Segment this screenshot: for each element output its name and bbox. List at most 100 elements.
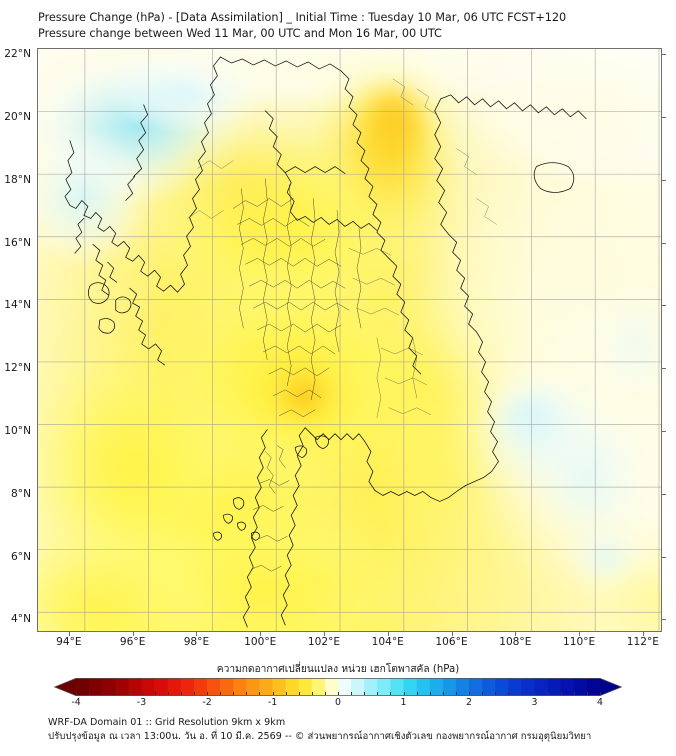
y-axis-tickmark [662, 242, 666, 244]
chart-title-line-2: Pressure change between Wed 11 Mar, 00 U… [38, 26, 442, 40]
colorbar-cell [207, 678, 221, 696]
colorbar-tick-label: -1 [267, 697, 278, 708]
colorbar-cell [455, 678, 470, 696]
footer-block: WRF-DA Domain 01 :: Grid Resolution 9km … [48, 716, 668, 743]
colorbar-minor-tick [560, 692, 562, 695]
colorbar-ticks: -4 -3 -2 -1 0 1 2 3 4 [54, 692, 622, 708]
y-axis-tick-label: 12°N [4, 362, 31, 375]
y-axis-tick-label: 18°N [4, 173, 31, 186]
colorbar-cell [351, 678, 365, 696]
colorbar-cell [233, 678, 247, 696]
colorbar-cell [364, 678, 378, 696]
y-axis-tickmark [662, 431, 666, 433]
colorbar-cell [298, 678, 313, 696]
colorbar-cell [586, 678, 601, 696]
y-axis-tickmark [662, 619, 666, 621]
colorbar-minor-tick [403, 692, 405, 695]
x-axis-tickmark [387, 632, 389, 636]
x-axis-tickmark [68, 632, 70, 636]
colorbar-minor-tick [586, 692, 588, 695]
colorbar-minor-tick [193, 692, 195, 695]
colorbar-minor-tick [128, 692, 130, 695]
colorbar [54, 678, 622, 696]
colorbar-minor-tick [364, 692, 366, 695]
y-axis-tickmark [662, 179, 666, 181]
chart-title-line-1: Pressure Change (hPa) - [Data Assimilati… [38, 11, 567, 24]
x-axis-labels: 94°E 96°E 98°E 100°E 102°E 104°E 106°E 108°E 110… [0, 636, 676, 652]
colorbar-cell [180, 678, 195, 696]
colorbar-minor-tick [390, 692, 392, 695]
x-axis-tick-label: 106°E [435, 636, 468, 648]
colorbar-minor-tick [547, 692, 549, 695]
y-axis-labels: 22°N 20°N 18°N 16°N 14°N 12°N 10°N 8°N 6°N 4°N [0, 0, 31, 756]
x-axis-tickmark [132, 632, 134, 636]
colorbar-tick-label: 0 [335, 697, 341, 708]
colorbar-minor-tick [246, 692, 248, 695]
colorbar-cell [102, 678, 116, 696]
colorbar-cell [469, 678, 483, 696]
colorbar-minor-tick [324, 692, 326, 695]
x-axis-tick-label: 110°E [562, 636, 596, 648]
colorbar-cell [442, 678, 457, 696]
colorbar-cell [495, 678, 509, 696]
x-axis-tick-label: 98°E [183, 636, 210, 648]
footer-line-2: ปรับปรุงข้อมูล ณ เวลา 13:00น. วัน อ. ที่… [48, 730, 592, 742]
y-axis-tick-label: 4°N [11, 613, 31, 626]
y-axis-tick-label: 22°N [4, 48, 31, 61]
colorbar-minor-tick [573, 692, 575, 695]
colorbar-cell [272, 678, 286, 696]
map-plot-area [37, 48, 662, 632]
colorbar-cell [220, 678, 234, 696]
colorbar-cell [534, 678, 548, 696]
colorbar-minor-tick [442, 692, 444, 695]
y-axis-tick-label: 16°N [4, 236, 31, 249]
colorbar-minor-tick [272, 692, 274, 695]
colorbar-cell [547, 678, 562, 696]
colorbar-cell [311, 678, 326, 696]
colorbar-minor-tick [220, 692, 222, 695]
colorbar-minor-tick [102, 692, 104, 695]
colorbar-cell [324, 678, 339, 696]
colorbar-cell [338, 678, 352, 696]
colorbar-minor-tick [521, 692, 523, 695]
colorbar-cell [403, 678, 417, 696]
colorbar-cell [259, 678, 273, 696]
colorbar-minor-tick [338, 692, 339, 695]
colorbar-cell [89, 678, 103, 696]
y-axis-tickmark [662, 305, 666, 307]
colorbar-tick-label: 1 [400, 697, 407, 708]
colorbar-cell [115, 678, 129, 696]
colorbar-minor-tick [259, 692, 261, 695]
x-axis-tickmark [260, 632, 262, 636]
colorbar-cell [141, 678, 155, 696]
footer-line-1: WRF-DA Domain 01 :: Grid Resolution 9km … [48, 717, 286, 728]
coastline-and-borders [64, 56, 587, 628]
colorbar-tick-label: -2 [202, 697, 212, 708]
y-axis-tickmark [662, 556, 666, 558]
y-axis-tickmark [662, 117, 666, 119]
x-axis-tick-label: 100°E [244, 636, 277, 648]
colorbar-minor-tick [311, 692, 313, 695]
x-axis-tick-label: 102°E [307, 636, 341, 648]
colorbar-minor-tick [180, 692, 182, 695]
colorbar-cell [573, 678, 588, 696]
axis-tickmarks [37, 48, 666, 636]
colorbar-cell [154, 678, 169, 696]
colorbar-minor-tick [495, 692, 497, 695]
colorbar-minor-tick [298, 692, 300, 695]
y-axis-tickmark [662, 54, 666, 56]
colorbar-minor-tick [76, 692, 77, 695]
colorbar-minor-tick [167, 692, 169, 695]
colorbar-minor-tick [508, 692, 510, 695]
x-axis-tick-label: 94°E [56, 636, 82, 648]
colorbar-minor-tick [377, 692, 379, 695]
x-axis-tickmark [515, 632, 517, 636]
colorbar-cell [390, 678, 404, 696]
colorbar-minor-tick [154, 692, 156, 695]
colorbar-minor-tick [285, 692, 287, 695]
colorbar-cell [246, 678, 260, 696]
graticule-grid [38, 49, 661, 631]
colorbar-cell [416, 678, 431, 696]
colorbar-tick-label: -4 [71, 697, 81, 708]
colorbar-minor-tick [141, 692, 143, 695]
